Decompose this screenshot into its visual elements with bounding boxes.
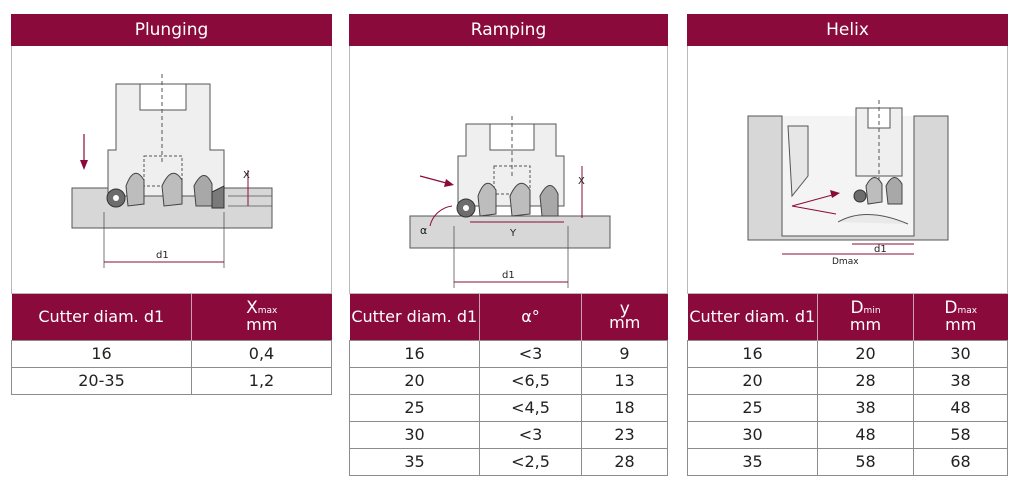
col-header-xmax: Xmax mm bbox=[191, 294, 332, 340]
ramping-diagram: α X Y d1 bbox=[349, 46, 668, 294]
table-cell: 16 bbox=[349, 339, 480, 368]
panel-title: Ramping bbox=[349, 14, 668, 46]
col-header-alpha: α° bbox=[479, 294, 582, 340]
table-row: 20 <6,5 13 bbox=[349, 366, 668, 395]
col-header-dmin: Dmin mm bbox=[817, 294, 914, 340]
helix-panel: Helix d1 Dmax bbox=[687, 14, 1008, 476]
table-cell: 38 bbox=[817, 393, 914, 422]
table-cell: 28 bbox=[817, 366, 914, 395]
table-row: 25 <4,5 18 bbox=[349, 393, 668, 422]
col-header-y: y mm bbox=[581, 294, 668, 340]
table-cell: 35 bbox=[349, 447, 480, 476]
table-cell: 1,2 bbox=[191, 366, 332, 395]
plunging-illustration: X d1 bbox=[71, 74, 273, 268]
table-cell: 25 bbox=[687, 393, 818, 422]
table-row: 30 <3 23 bbox=[349, 420, 668, 449]
helix-illustration: d1 Dmax bbox=[747, 100, 949, 267]
table-cell: 23 bbox=[581, 420, 668, 449]
col-header-cutter-diam: Cutter diam. d1 bbox=[349, 294, 480, 340]
table-cell: 30 bbox=[913, 339, 1008, 368]
table-cell: 20-35 bbox=[11, 366, 192, 395]
table-cell: 35 bbox=[687, 447, 818, 476]
table-cell: 13 bbox=[581, 366, 668, 395]
x-label: X bbox=[243, 170, 250, 181]
table-row: 16 20 30 bbox=[687, 339, 1008, 368]
panel-title: Helix bbox=[687, 14, 1008, 46]
table-cell: 20 bbox=[687, 366, 818, 395]
dmax-label: Dmax bbox=[832, 257, 859, 267]
table-cell: 0,4 bbox=[191, 339, 332, 368]
table-cell: 18 bbox=[581, 393, 668, 422]
col-header-cutter-diam: Cutter diam. d1 bbox=[11, 294, 192, 340]
table-cell: 9 bbox=[581, 339, 668, 368]
table-cell: 25 bbox=[349, 393, 480, 422]
table-cell: 48 bbox=[913, 393, 1008, 422]
table-cell: 38 bbox=[913, 366, 1008, 395]
d1-label: d1 bbox=[874, 244, 887, 255]
table-row: 20 28 38 bbox=[687, 366, 1008, 395]
table-cell: 68 bbox=[913, 447, 1008, 476]
table-cell: 20 bbox=[349, 366, 480, 395]
table-cell: 58 bbox=[913, 420, 1008, 449]
table-cell: <2,5 bbox=[479, 447, 582, 476]
y-label: Y bbox=[509, 228, 517, 239]
table-cell: <3 bbox=[479, 339, 582, 368]
ramping-panel: Ramping α X Y bbox=[349, 14, 668, 476]
col-header-cutter-diam: Cutter diam. d1 bbox=[687, 294, 818, 340]
helix-table: Cutter diam. d1 Dmin mm Dmax mm 16 bbox=[687, 294, 1008, 476]
panel-title: Plunging bbox=[11, 14, 332, 46]
x-label: X bbox=[578, 176, 585, 187]
table-row: 25 38 48 bbox=[687, 393, 1008, 422]
table-row: 16 0,4 bbox=[11, 339, 332, 368]
d1-label: d1 bbox=[156, 250, 169, 261]
plunging-panel: Plunging X bbox=[11, 14, 332, 395]
table-cell: <6,5 bbox=[479, 366, 582, 395]
plunging-diagram: X d1 bbox=[11, 46, 332, 294]
d1-label: d1 bbox=[502, 270, 515, 281]
table-cell: 48 bbox=[817, 420, 914, 449]
table-row: 16 <3 9 bbox=[349, 339, 668, 368]
table-cell: <3 bbox=[479, 420, 582, 449]
table-cell: 16 bbox=[11, 339, 192, 368]
ramping-table: Cutter diam. d1 α° y mm 16 <3 9 20 <6,5 … bbox=[349, 294, 668, 476]
helix-diagram: d1 Dmax bbox=[687, 46, 1008, 294]
alpha-label: α bbox=[420, 224, 427, 237]
table-cell: 30 bbox=[687, 420, 818, 449]
ramping-illustration: α X Y d1 bbox=[409, 116, 611, 288]
table-row: 35 58 68 bbox=[687, 447, 1008, 476]
table-row: 35 <2,5 28 bbox=[349, 447, 668, 476]
table-cell: 20 bbox=[817, 339, 914, 368]
table-cell: 28 bbox=[581, 447, 668, 476]
table-cell: <4,5 bbox=[479, 393, 582, 422]
col-header-dmax: Dmax mm bbox=[913, 294, 1008, 340]
table-cell: 58 bbox=[817, 447, 914, 476]
table-cell: 16 bbox=[687, 339, 818, 368]
plunging-table: Cutter diam. d1 Xmax mm 16 0,4 20-35 1,2 bbox=[11, 294, 332, 395]
table-row: 30 48 58 bbox=[687, 420, 1008, 449]
table-cell: 30 bbox=[349, 420, 480, 449]
table-row: 20-35 1,2 bbox=[11, 366, 332, 395]
